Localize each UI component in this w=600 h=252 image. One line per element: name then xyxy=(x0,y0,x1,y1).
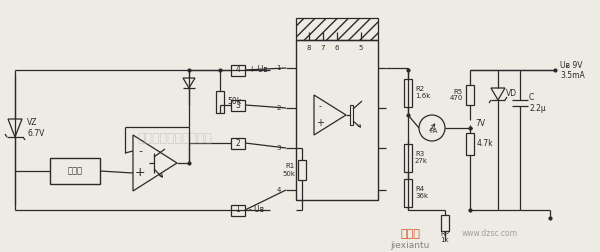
Text: RP
1k: RP 1k xyxy=(440,231,449,243)
Text: 6: 6 xyxy=(335,45,339,51)
Text: -: - xyxy=(319,103,322,111)
Text: Uᴃ 9V: Uᴃ 9V xyxy=(560,61,583,71)
Bar xyxy=(296,18,378,40)
Text: 5: 5 xyxy=(359,45,363,51)
Text: - Uᴃ: - Uᴃ xyxy=(249,205,264,214)
Text: 8: 8 xyxy=(307,45,311,51)
Text: 1: 1 xyxy=(236,205,241,214)
Bar xyxy=(350,105,353,125)
Bar xyxy=(466,85,474,105)
Text: 4: 4 xyxy=(236,66,241,75)
Bar xyxy=(231,205,245,215)
Text: 3: 3 xyxy=(277,145,281,151)
Text: 4.7k: 4.7k xyxy=(477,140,494,148)
Text: 接线图: 接线图 xyxy=(400,229,420,239)
Text: R3
27k: R3 27k xyxy=(415,151,428,164)
Text: C
2.2μ: C 2.2μ xyxy=(529,93,546,113)
Bar xyxy=(404,79,412,107)
Text: R5
470: R5 470 xyxy=(449,88,463,102)
Bar xyxy=(50,158,100,184)
Text: 1: 1 xyxy=(277,65,281,71)
Bar xyxy=(231,65,245,76)
Text: 4: 4 xyxy=(277,187,281,193)
Text: R1
50k: R1 50k xyxy=(282,164,295,176)
Text: 7V: 7V xyxy=(475,118,485,128)
Bar xyxy=(231,138,245,148)
Text: VZ
6.7V: VZ 6.7V xyxy=(27,118,44,138)
Text: VD: VD xyxy=(506,88,517,98)
Text: +: + xyxy=(134,167,145,179)
Text: 7: 7 xyxy=(321,45,325,51)
Text: R4
36k: R4 36k xyxy=(415,186,428,199)
Text: -: - xyxy=(138,146,142,156)
Text: 50k: 50k xyxy=(227,98,241,107)
Bar xyxy=(231,100,245,110)
Bar xyxy=(466,133,474,155)
Text: PA: PA xyxy=(430,128,438,134)
Text: R2
1.6k: R2 1.6k xyxy=(415,86,430,99)
Text: 杭州将睷科技有限公司: 杭州将睷科技有限公司 xyxy=(137,132,212,144)
Text: 2: 2 xyxy=(236,139,241,147)
Text: 2: 2 xyxy=(277,105,281,111)
Text: 传感器: 传感器 xyxy=(67,167,83,175)
Text: + Uᴃ: + Uᴃ xyxy=(249,66,268,75)
Bar xyxy=(296,40,378,200)
Text: +: + xyxy=(316,118,324,128)
Text: www.dzsc.com: www.dzsc.com xyxy=(462,230,518,238)
Bar xyxy=(441,215,449,231)
Text: 3: 3 xyxy=(236,101,241,110)
Text: 3.5mA: 3.5mA xyxy=(560,72,585,80)
Bar xyxy=(298,160,306,180)
Bar xyxy=(404,178,412,206)
Bar xyxy=(404,143,412,172)
Bar xyxy=(216,91,224,113)
Text: jiexiantu: jiexiantu xyxy=(391,240,430,249)
